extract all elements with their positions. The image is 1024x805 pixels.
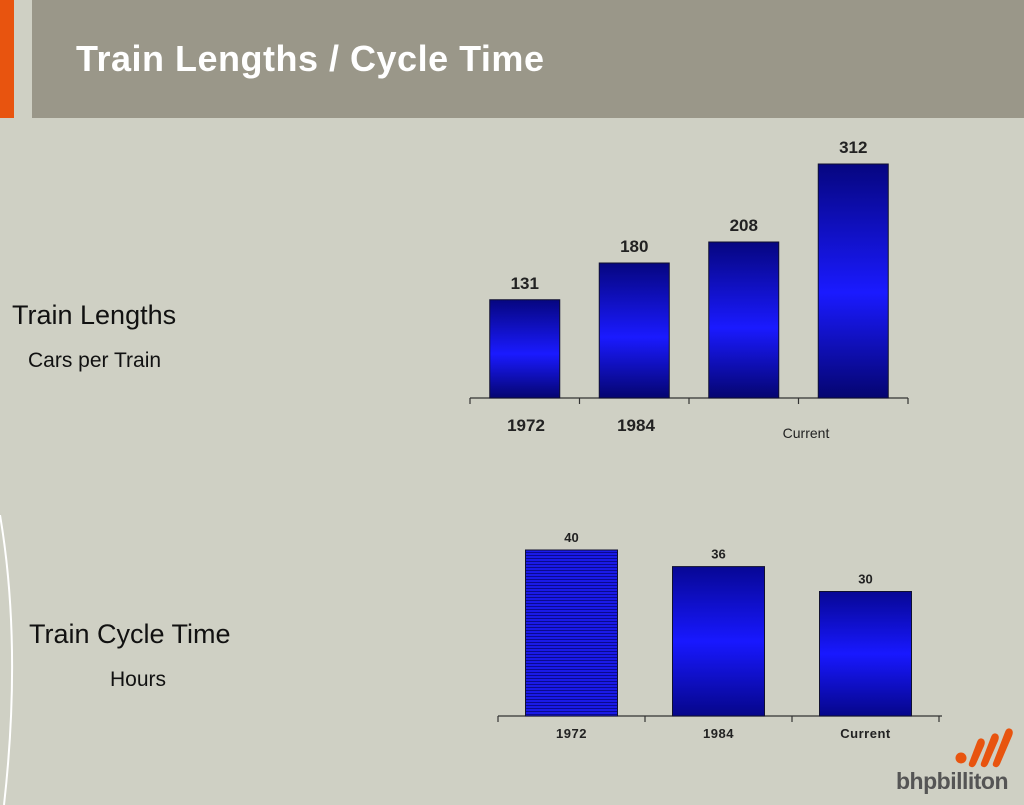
chart2-value-label: 40 — [564, 530, 578, 545]
chart2-category-label: Current — [840, 726, 891, 741]
chart2-category-label: 1984 — [703, 726, 734, 741]
chart2-value-label: 30 — [858, 572, 872, 587]
chart1-bar — [489, 299, 561, 399]
chart1-category-label: 1972 — [507, 416, 545, 435]
chart2-label: Train Cycle Time — [29, 619, 231, 649]
slide-title: Train Lengths / Cycle Time — [76, 38, 545, 79]
bhp-billiton-logo-icon — [955, 728, 1013, 768]
decorative-curve — [0, 515, 14, 805]
title-bar — [0, 0, 1024, 118]
chart1-category-label: 1984 — [617, 416, 655, 435]
train-cycle-time-chart: 40 36 30 1972 1984 Current — [497, 530, 942, 741]
chart2-bar — [525, 549, 618, 717]
accent-stripe — [0, 0, 14, 118]
header-gap — [14, 0, 32, 118]
bhp-billiton-logo-text: bhpbilliton — [896, 768, 1009, 794]
chart2-bar — [672, 566, 765, 717]
chart1-bar — [598, 262, 670, 399]
train-lengths-chart: 131 180 208 312 1972 1984 Current — [469, 138, 909, 441]
chart1-value-label: 131 — [511, 274, 539, 293]
chart2-category-label: 1972 — [556, 726, 587, 741]
chart1-label: Train Lengths — [12, 300, 177, 330]
chart1-bar — [708, 241, 780, 399]
chart1-value-label: 180 — [620, 237, 648, 256]
chart1-bar — [817, 163, 889, 399]
chart1-sublabel: Cars per Train — [28, 349, 162, 372]
chart1-value-label: 208 — [730, 216, 758, 235]
chart2-sublabel: Hours — [110, 668, 167, 691]
chart2-bar — [819, 591, 912, 717]
chart1-value-label: 312 — [839, 138, 867, 157]
chart2-value-label: 36 — [711, 547, 725, 562]
chart1-category-label: Current — [783, 425, 830, 441]
